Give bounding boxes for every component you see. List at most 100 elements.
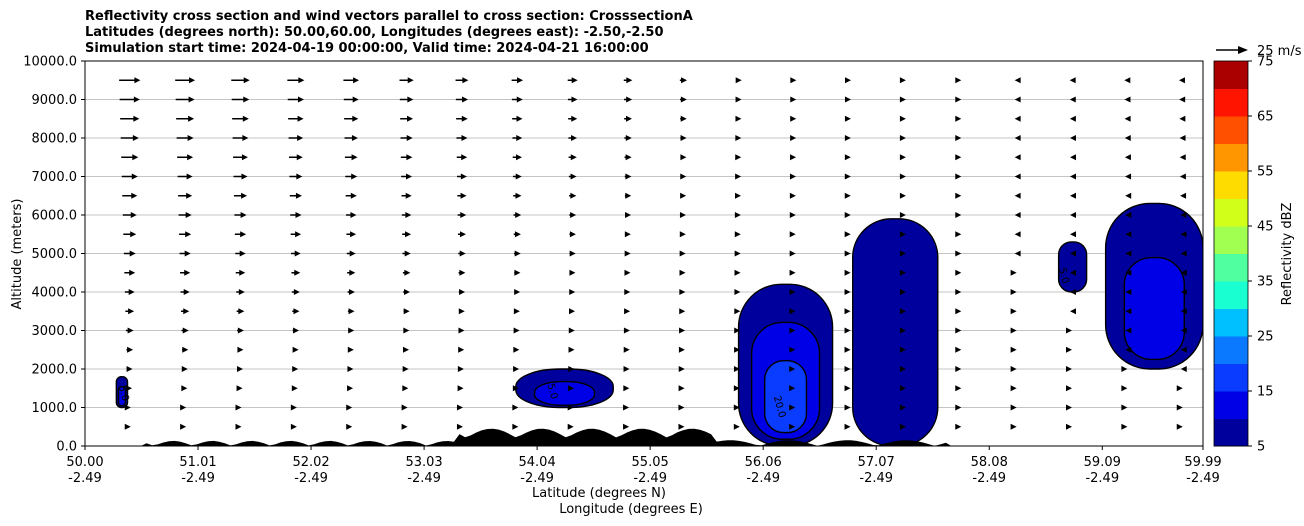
wind-vector-head (131, 173, 138, 180)
wind-vector (790, 115, 797, 122)
x-tick-label-lon: -2.49 (181, 471, 215, 486)
wind-vector (569, 212, 577, 218)
wind-vector (1070, 250, 1077, 257)
wind-vector (237, 327, 244, 334)
wind-vector-head (1070, 308, 1077, 315)
wind-vector (624, 289, 631, 295)
wind-vector-head (185, 231, 192, 238)
wind-vector (1069, 135, 1076, 141)
wind-vector (735, 77, 742, 84)
wind-vector-head (182, 327, 189, 334)
wind-vector (569, 269, 576, 276)
colorbar-segment (1214, 253, 1248, 282)
wind-vector-head (734, 327, 741, 334)
wind-vector-head (844, 423, 851, 430)
wind-vector-head (1010, 423, 1017, 430)
wind-vector (680, 192, 687, 199)
wind-vector-head (515, 192, 522, 199)
wind-vector-head (624, 231, 631, 238)
wind-vector-head (238, 308, 245, 315)
wind-vector-head (1125, 173, 1132, 180)
reflectivity-cell (115, 376, 129, 409)
wind-vector-head (678, 423, 685, 430)
wind-vector-head (955, 96, 962, 103)
wind-vector-head (899, 192, 906, 199)
wind-vector (568, 385, 575, 392)
wind-vector-head (1066, 385, 1073, 392)
wind-vector-head (1179, 115, 1186, 122)
wind-vector (844, 250, 851, 257)
wind-vector-head (625, 173, 632, 180)
wind-vector (290, 212, 302, 218)
wind-vector (625, 212, 632, 218)
wind-vector-head (515, 173, 522, 180)
wind-vector (1125, 231, 1132, 238)
wind-vector-head (735, 154, 742, 161)
wind-vector-head (571, 77, 578, 84)
wind-vector (455, 96, 469, 103)
wind-vector-head (844, 385, 851, 392)
wind-vector-head (457, 366, 464, 372)
wind-vector-head (242, 135, 249, 141)
x-tick-label-lat: 50.00 (66, 455, 103, 470)
wind-vector (955, 327, 962, 334)
wind-vector-head (1121, 404, 1128, 411)
wind-vector-head (513, 327, 520, 334)
y-tick-label: 8000.0 (32, 132, 78, 147)
wind-vector (789, 192, 796, 199)
wind-vector (624, 269, 631, 276)
wind-vector-head (297, 96, 304, 103)
wind-vector (236, 289, 245, 295)
wind-vector (844, 135, 851, 141)
wind-vector (401, 212, 412, 218)
wind-vector (680, 173, 687, 180)
x-tick-label-lon: -2.49 (1085, 471, 1119, 486)
wind-vector (235, 269, 246, 276)
wind-vector (955, 308, 962, 315)
wind-vector (402, 385, 409, 392)
colorbar-tick-label: 15 (1257, 385, 1274, 400)
wind-vector (789, 173, 796, 180)
wind-vector (955, 404, 962, 411)
wind-vector (120, 115, 140, 122)
wind-vector (1176, 404, 1183, 411)
wind-vector-head (1125, 212, 1132, 218)
wind-vector (1179, 96, 1186, 103)
wind-vector (1070, 173, 1077, 180)
wind-vector-head (734, 231, 741, 238)
wind-vector (177, 173, 193, 180)
wind-vector (458, 250, 466, 257)
x-tick-label-lon: -2.49 (859, 471, 893, 486)
wind-vector (679, 269, 686, 276)
wind-vector-head (844, 96, 851, 103)
wind-vector-head (456, 423, 463, 430)
wind-vector-head (789, 250, 796, 257)
wind-vector-head (513, 308, 520, 315)
wind-vector (1014, 173, 1021, 180)
wind-vector-head (1180, 308, 1187, 315)
wind-vector-head (899, 231, 906, 238)
wind-vector-head (402, 385, 409, 392)
wind-vector (400, 154, 413, 161)
wind-vector (735, 173, 742, 180)
wind-vector-head (405, 192, 412, 199)
wind-vector-head (734, 192, 741, 199)
wind-vector (844, 346, 851, 353)
y-tick-label: 10000.0 (23, 55, 77, 70)
wind-vector (1180, 231, 1187, 238)
wind-vector (624, 115, 632, 122)
wind-vector (291, 289, 300, 295)
wind-vector (1180, 308, 1187, 315)
wind-vector-head (237, 327, 244, 334)
wind-vector-head (293, 327, 300, 334)
wind-vector (790, 135, 797, 141)
wind-vector-head (899, 269, 906, 276)
wind-vector-head (1180, 250, 1187, 257)
wind-vector-head (734, 308, 741, 315)
wind-vector (175, 77, 196, 84)
wind-vector (511, 96, 523, 103)
wind-vector-head (1124, 77, 1131, 84)
wind-vector-head (406, 173, 413, 180)
wind-vector-head (899, 327, 906, 334)
wind-vector-head (789, 173, 796, 180)
